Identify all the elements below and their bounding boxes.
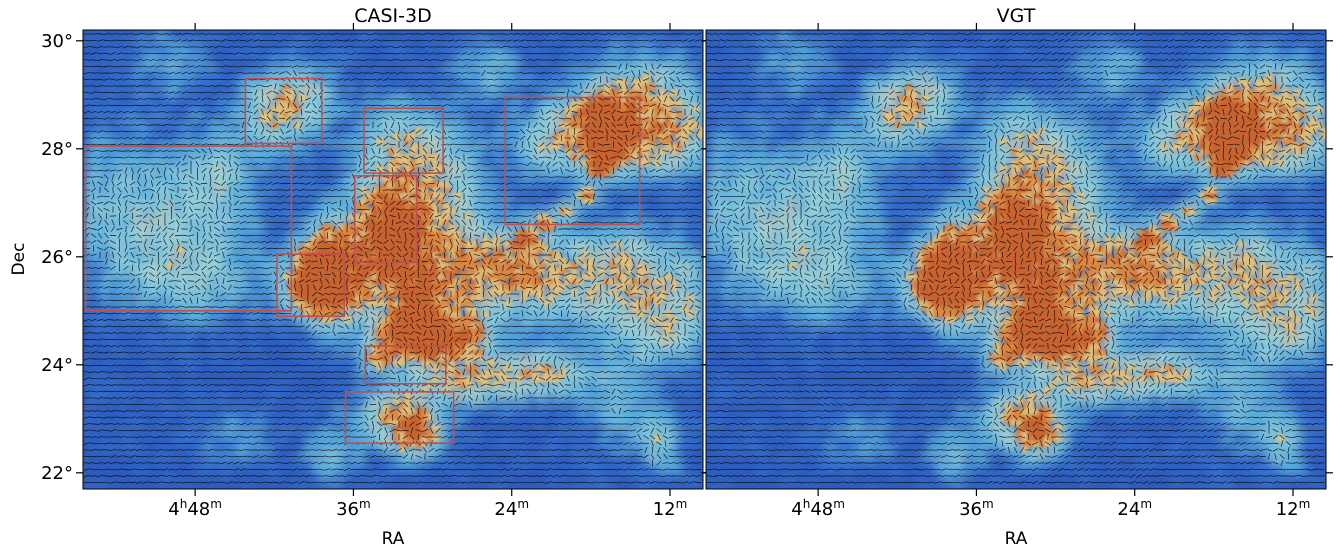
y-tick-label: 30° (41, 31, 73, 52)
x-tick-label: 24m (494, 497, 529, 520)
vector-field (706, 32, 1325, 485)
region-box (244, 77, 323, 145)
x-ticks-top (817, 23, 1294, 30)
region-box (504, 96, 641, 226)
x-tick-label: 36m (959, 497, 994, 520)
region-box (353, 175, 418, 264)
y-ticks-right (1326, 40, 1333, 474)
region-box (364, 345, 447, 385)
x-ticks: 4h48m 36m 24m 12m (791, 489, 1310, 520)
x-tick-label: 12m (1276, 497, 1311, 520)
x-tick-label: 4h48m (168, 497, 222, 520)
vector-field (83, 32, 702, 484)
region-box (84, 145, 293, 312)
plot-frame (705, 29, 1327, 490)
x-ticks: 4h48m 36m 24m 12m (168, 489, 687, 520)
region-box (363, 107, 444, 174)
orientation-vectors (706, 32, 1325, 485)
panel-title: CASI-3D (354, 5, 432, 27)
emission-map (706, 30, 1326, 489)
y-tick-label: 26° (41, 247, 73, 268)
y-tick-label: 22° (41, 463, 73, 484)
region-box (344, 390, 455, 444)
y-axis-label: Dec (9, 243, 29, 276)
x-axis-label: RA (382, 529, 405, 549)
x-axis-label: RA (1005, 529, 1028, 549)
plot-frame (82, 29, 704, 490)
y-ticks: 22° 24° 26° 28° 30° (41, 31, 83, 484)
panel-casi-3d: CASI-3D 22° 24° 26° 28° 30° 4h48m 36m 24m 12m R… (9, 5, 710, 549)
region-box (276, 253, 345, 318)
y-tick-label: 28° (41, 139, 73, 160)
y-ticks-inner (701, 40, 706, 474)
x-tick-label: 36m (336, 497, 371, 520)
region-boxes (84, 77, 641, 444)
x-tick-label: 12m (653, 497, 688, 520)
x-tick-label: 24m (1117, 497, 1152, 520)
x-tick-label: 4h48m (791, 497, 845, 520)
orientation-vectors (83, 32, 702, 484)
y-tick-label: 24° (41, 355, 73, 376)
panel-vgt: VGT 4h48m 36m 24m 12m RA (701, 5, 1333, 549)
panel-title: VGT (997, 5, 1036, 27)
x-ticks-top (194, 23, 671, 30)
emission-map (83, 30, 703, 489)
